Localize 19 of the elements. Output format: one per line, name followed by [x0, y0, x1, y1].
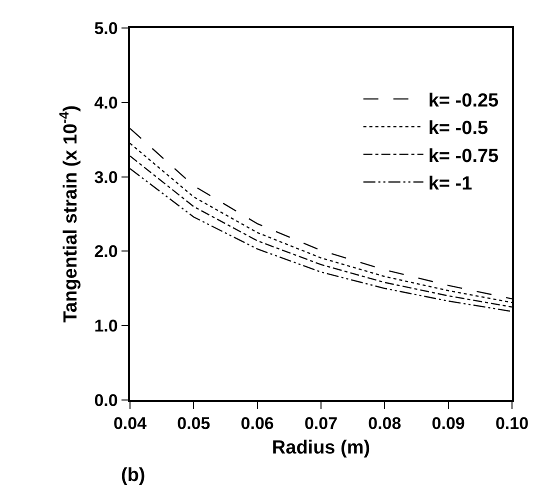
legend-label: k= -0.25 — [428, 90, 500, 112]
text: (b) — [121, 465, 146, 486]
x-axis-title: Radius (m) — [272, 437, 370, 458]
y-tick-label: 2.0 — [94, 242, 118, 262]
x-tick-label: 0.07 — [304, 414, 338, 434]
y-tick-label: 0.0 — [94, 390, 118, 410]
legend-label: k= -0.5 — [428, 118, 488, 140]
x-tick-label: 0.05 — [177, 414, 210, 434]
y-tick-label: 1.0 — [94, 316, 118, 336]
legend-label: k= -1 — [428, 173, 473, 194]
y-tick-label: 5.0 — [94, 18, 118, 38]
y-tick-label: 3.0 — [94, 168, 118, 187]
x-tick-label: 0.09 — [432, 414, 465, 434]
x-tick-label: 0.10 — [495, 414, 529, 434]
legend-label: k= -0.75 — [428, 146, 500, 167]
y-tick-label: 4.0 — [94, 93, 118, 112]
x-tick-label: 0.06 — [240, 414, 274, 434]
x-tick-label: 0.04 — [113, 414, 148, 434]
x-tick-label: 0.08 — [368, 414, 402, 434]
